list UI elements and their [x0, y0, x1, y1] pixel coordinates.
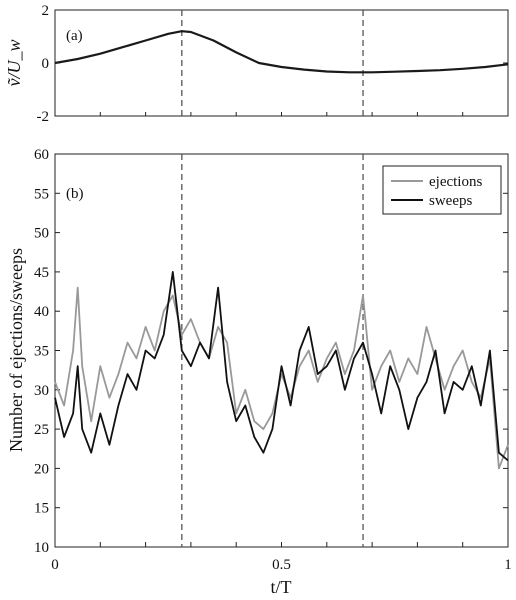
panel-a-frame [54, 9, 509, 117]
panel-b-y-ticks: 10 15 20 25 30 35 40 45 50 55 60 [34, 147, 508, 556]
panel-a: -2 0 2 (a) ṽ/U_w [4, 3, 509, 125]
panel-b-y-tick-label-3: 25 [34, 422, 49, 438]
panel-b-x-ticks: 0 0.5 1 [51, 542, 512, 573]
legend: ejections sweeps [382, 165, 502, 215]
legend-box [382, 165, 502, 215]
panel-b-x-axis-label: t/T [271, 577, 292, 597]
panel-b-y-tick-label-10: 60 [34, 147, 49, 163]
legend-label-sweeps: sweeps [429, 193, 472, 209]
legend-label-ejections: ejections [429, 174, 482, 190]
panel-b-x-tick-label-1: 0.5 [272, 557, 291, 573]
panel-a-series-line-0 [54, 30, 509, 74]
panel-b-y-tick-label-4: 30 [34, 383, 49, 399]
panel-b-y-tick-label-6: 40 [34, 304, 49, 320]
panel-b-y-tick-label-2: 20 [34, 461, 49, 477]
panel-a-y-tick-label-1: 0 [42, 56, 50, 72]
panel-b-series [54, 270, 509, 470]
panel-a-y-tick-label-2: 2 [42, 3, 50, 19]
panel-b-x-tick-label-2: 1 [504, 557, 512, 573]
panel-b-x-tick-label-0: 0 [51, 557, 59, 573]
panel-a-label: (a) [66, 28, 83, 44]
panel-b-y-tick-label-1: 15 [34, 501, 49, 517]
panel-b-y-tick-label-9: 55 [34, 186, 49, 202]
panel-b-y-tick-label-0: 10 [34, 540, 49, 556]
panel-b-series-line-sweeps [54, 270, 509, 462]
panel-a-y-tick-label-0: -2 [37, 109, 50, 125]
panel-a-y-ticks: -2 0 2 [37, 3, 509, 125]
panel-a-vlines [181, 10, 364, 116]
panel-b-vlines [181, 154, 364, 547]
panel-b-y-axis-label: Number of ejections/sweeps [6, 248, 26, 452]
panel-b-label: (b) [66, 186, 84, 202]
panel-a-y-axis-label: ṽ/U_w [4, 40, 24, 87]
panel-a-series [54, 30, 509, 74]
panel-b-y-tick-label-7: 45 [34, 265, 49, 281]
panel-b-y-tick-label-8: 50 [34, 226, 49, 242]
panel-b-y-tick-label-5: 35 [34, 344, 49, 360]
